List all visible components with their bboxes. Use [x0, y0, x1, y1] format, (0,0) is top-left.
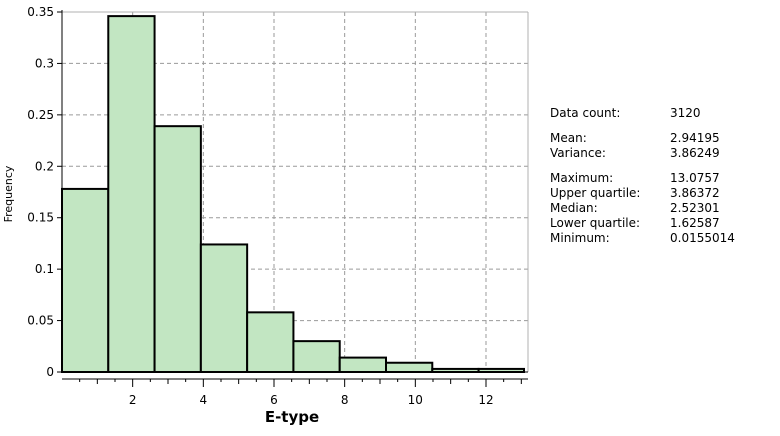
stat-value: 3120: [670, 106, 701, 120]
y-tick-label: 0.25: [27, 108, 54, 122]
histogram-bar: [199, 243, 249, 373]
histogram-bar: [61, 187, 110, 373]
stat-value: 2.94195: [670, 131, 720, 145]
stat-value: 0.0155014: [670, 231, 735, 245]
histogram-bar: [385, 361, 434, 374]
stat-label: Lower quartile:: [550, 216, 641, 230]
x-axis-title: E-type: [265, 408, 319, 426]
stat-label: Variance:: [550, 146, 606, 160]
stat-label: Minimum:: [550, 231, 610, 245]
statistics-panel: Data count: 3120 Mean: 2.94195 Variance:…: [550, 106, 735, 246]
stat-data-count: Data count: 3120: [550, 106, 735, 121]
histogram-bar: [107, 15, 156, 373]
stat-variance: Variance: 3.86249: [550, 146, 735, 161]
y-axis-title: Frequency: [2, 165, 15, 222]
stat-upper-quartile: Upper quartile: 3.86372: [550, 186, 735, 201]
stat-value: 2.52301: [670, 201, 720, 215]
x-tick-label: 6: [270, 393, 278, 407]
x-tick-label: 4: [200, 393, 208, 407]
stat-label: Maximum:: [550, 171, 614, 185]
stat-maximum: Maximum: 13.0757: [550, 171, 735, 186]
stat-label: Data count:: [550, 106, 621, 120]
axes: [57, 10, 529, 387]
histogram-bar: [338, 356, 388, 374]
y-tick-labels: 0 0.05 0.1 0.15 0.2 0.25 0.3 0.35: [27, 5, 54, 379]
x-tick-label: 10: [408, 393, 423, 407]
stat-label: Mean:: [550, 131, 587, 145]
x-tick-label: 12: [478, 393, 493, 407]
histogram-chart: 0 0.05 0.1 0.15 0.2 0.25 0.3 0.35 2 4 6 8 10 12 E-ty…: [2, 5, 529, 426]
stat-label: Median:: [550, 201, 598, 215]
y-tick-label: 0.3: [35, 56, 54, 70]
y-tick-label: 0.15: [27, 211, 54, 225]
stat-value: 13.0757: [670, 171, 720, 185]
stat-value: 1.62587: [670, 216, 720, 230]
histogram-bar: [153, 125, 202, 373]
stat-label: Upper quartile:: [550, 186, 641, 200]
y-tick-label: 0.05: [27, 314, 54, 328]
y-tick-label: 0: [46, 365, 54, 379]
x-tick-labels: 2 4 6 8 10 12: [129, 393, 494, 407]
stat-mean: Mean: 2.94195: [550, 131, 735, 146]
histogram-bar: [292, 340, 341, 373]
stat-median: Median: 2.52301: [550, 201, 735, 216]
histogram-bar: [246, 311, 295, 374]
x-tick-label: 2: [129, 393, 137, 407]
x-tick-label: 8: [341, 393, 349, 407]
stat-value: 3.86372: [670, 186, 720, 200]
y-tick-label: 0.2: [35, 159, 54, 173]
histogram-bars: [61, 15, 525, 374]
stat-value: 3.86249: [670, 146, 720, 160]
y-tick-label: 0.35: [27, 5, 54, 19]
y-tick-label: 0.1: [35, 262, 54, 276]
stat-minimum: Minimum: 0.0155014: [550, 231, 735, 246]
stat-lower-quartile: Lower quartile: 1.62587: [550, 216, 735, 231]
